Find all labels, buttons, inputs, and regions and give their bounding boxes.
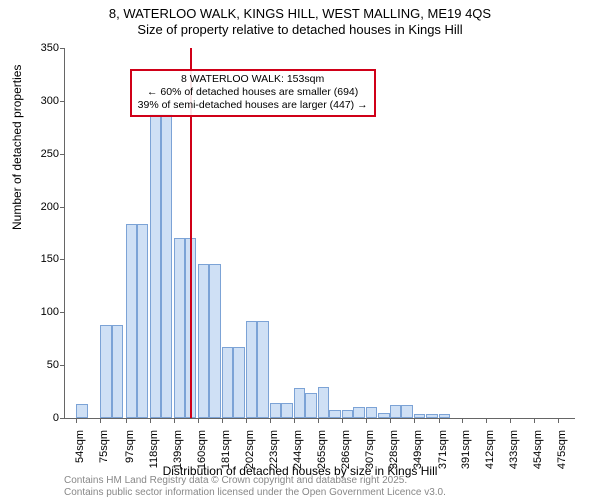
xtick-mark: [270, 418, 271, 423]
ytick-mark: [60, 207, 65, 208]
histogram-bar: [329, 410, 340, 418]
xtick-mark: [222, 418, 223, 423]
xtick-mark: [390, 418, 391, 423]
histogram-bar: [137, 224, 148, 419]
y-axis-label: Number of detached properties: [10, 65, 24, 230]
xtick-mark: [100, 418, 101, 423]
ytick-mark: [60, 259, 65, 260]
histogram-bar: [342, 410, 353, 418]
xtick-mark: [150, 418, 151, 423]
plot-area: 05010015020025030035054sqm75sqm97sqm118s…: [64, 48, 575, 419]
xtick-mark: [76, 418, 77, 423]
histogram-bar: [281, 403, 292, 418]
ytick-mark: [60, 418, 65, 419]
histogram-bar: [209, 264, 220, 418]
histogram-bar: [174, 238, 185, 418]
histogram-bar: [246, 321, 257, 418]
title-line-1: 8, WATERLOO WALK, KINGS HILL, WEST MALLI…: [0, 6, 600, 22]
footer-attribution: Contains HM Land Registry data © Crown c…: [64, 475, 446, 498]
xtick-mark: [366, 418, 367, 423]
xtick-mark: [198, 418, 199, 423]
histogram-bar: [126, 224, 137, 419]
ytick-mark: [60, 48, 65, 49]
histogram-bar: [426, 414, 437, 418]
ytick-label: 300: [41, 95, 59, 107]
ytick-label: 250: [41, 148, 59, 160]
annotation-line-3: 39% of semi-detached houses are larger (…: [138, 99, 368, 112]
annotation-line-1: 8 WATERLOO WALK: 153sqm: [138, 73, 368, 86]
histogram-bar: [353, 407, 364, 418]
ytick-mark: [60, 101, 65, 102]
xtick-mark: [318, 418, 319, 423]
xtick-mark: [174, 418, 175, 423]
histogram-bar: [366, 407, 377, 418]
histogram-bar: [305, 393, 316, 418]
ytick-label: 350: [41, 42, 59, 54]
xtick-mark: [294, 418, 295, 423]
title-line-2: Size of property relative to detached ho…: [0, 22, 600, 38]
histogram-bar: [294, 388, 305, 418]
xtick-label: 97sqm: [124, 430, 136, 463]
histogram-bar: [198, 264, 209, 418]
xtick-mark: [439, 418, 440, 423]
histogram-bar: [401, 405, 412, 418]
xtick-label: 118sqm: [148, 430, 160, 468]
histogram-bar: [257, 321, 268, 418]
histogram-bar: [378, 413, 389, 418]
ytick-label: 50: [47, 359, 59, 371]
xtick-mark: [558, 418, 559, 423]
ytick-mark: [60, 365, 65, 366]
xtick-label: 75sqm: [98, 430, 110, 463]
ytick-label: 0: [53, 412, 59, 424]
ytick-label: 200: [41, 201, 59, 213]
histogram-bar: [439, 414, 450, 418]
xtick-mark: [534, 418, 535, 423]
xtick-mark: [510, 418, 511, 423]
annotation-box: 8 WATERLOO WALK: 153sqm← 60% of detached…: [130, 69, 376, 116]
xtick-mark: [246, 418, 247, 423]
chart-container: 8, WATERLOO WALK, KINGS HILL, WEST MALLI…: [0, 0, 600, 500]
histogram-bar: [233, 347, 244, 418]
ytick-mark: [60, 312, 65, 313]
histogram-bar: [222, 347, 233, 418]
annotation-line-2: ← 60% of detached houses are smaller (69…: [138, 86, 368, 99]
histogram-bar: [100, 325, 111, 418]
xtick-mark: [486, 418, 487, 423]
footer-line-1: Contains HM Land Registry data © Crown c…: [64, 475, 446, 487]
chart-title: 8, WATERLOO WALK, KINGS HILL, WEST MALLI…: [0, 0, 600, 39]
histogram-bar: [76, 404, 87, 418]
ytick-label: 100: [41, 306, 59, 318]
histogram-bar: [318, 387, 329, 418]
xtick-mark: [462, 418, 463, 423]
xtick-label: 54sqm: [74, 430, 86, 463]
histogram-bar: [414, 414, 425, 418]
histogram-bar: [390, 405, 401, 418]
ytick-mark: [60, 154, 65, 155]
histogram-bar: [150, 114, 161, 418]
footer-line-2: Contains public sector information licen…: [64, 487, 446, 499]
xtick-mark: [126, 418, 127, 423]
xtick-mark: [414, 418, 415, 423]
ytick-label: 150: [41, 253, 59, 265]
histogram-bar: [270, 403, 281, 418]
histogram-bar: [112, 325, 123, 418]
xtick-mark: [342, 418, 343, 423]
histogram-bar: [161, 114, 172, 418]
